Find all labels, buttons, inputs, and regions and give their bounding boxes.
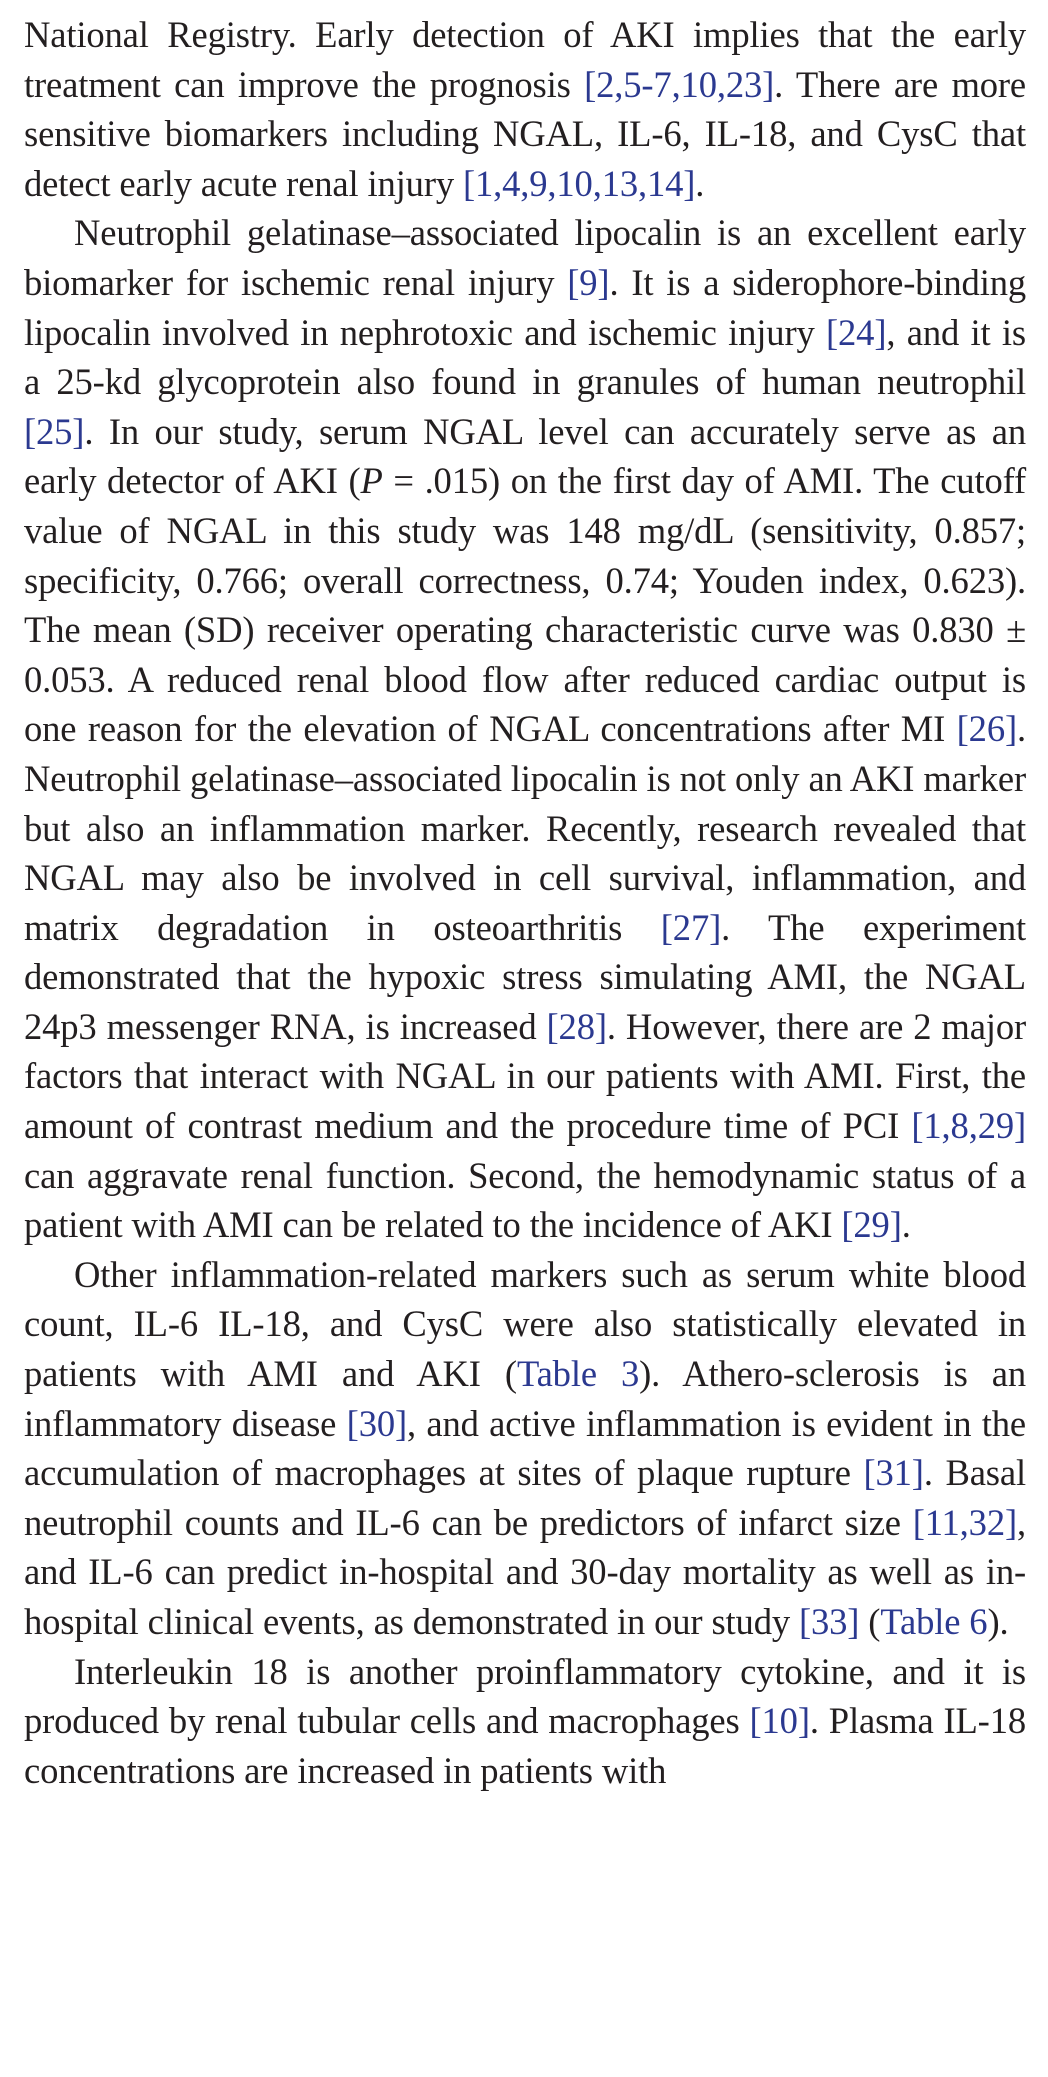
paragraph-text: ). <box>987 1601 1009 1642</box>
paragraph-text: , and IL-6 can predict in-hospital and 3… <box>24 1501 1026 1642</box>
table-reference-link[interactable]: Table 6 <box>880 1601 988 1642</box>
paragraph-text: . Plasma IL-18 concentrations are increa… <box>24 1700 1026 1791</box>
paragraph-text: = .015) on the first day of AMI. The cut… <box>24 460 1026 750</box>
paragraph-text: ( <box>859 1601 881 1642</box>
paragraph-text: , and it is a 25-kd glycoprotein also fo… <box>24 311 1026 403</box>
paragraph: Other inflammation-related markers such … <box>24 1250 1026 1647</box>
citation-link[interactable]: [31] <box>863 1452 924 1494</box>
paragraph-text: . The experiment demonstrated that the h… <box>24 906 1026 1047</box>
paragraph: Neutrophil gelatinase–associated lipocal… <box>24 208 1026 1249</box>
citation-link[interactable]: [25] <box>24 410 85 452</box>
italic-symbol: P <box>360 460 383 502</box>
citation-link[interactable]: [9] <box>567 261 610 303</box>
paragraph-text: . There are more sensitive biomarkers in… <box>24 63 1026 204</box>
citation-link[interactable]: [26] <box>956 708 1017 750</box>
citation-link[interactable]: [1,8,29] <box>911 1105 1026 1147</box>
citation-link[interactable]: [33] <box>798 1601 860 1642</box>
paragraph: National Registry. Early detection of AK… <box>24 10 1026 208</box>
paragraph: Interleukin 18 is another proinflammator… <box>24 1647 1026 1796</box>
paragraph-text: . <box>901 1204 911 1246</box>
paragraph-text: Neutrophil gelatinase–associated lipocal… <box>24 212 1026 303</box>
citation-link[interactable]: [2,5-7,10,23] <box>584 63 775 105</box>
citation-link[interactable]: [24] <box>826 311 887 353</box>
citation-link[interactable]: [29] <box>841 1204 902 1246</box>
paragraph-text: can aggravate renal function. Second, th… <box>24 1154 1026 1246</box>
citation-link[interactable]: [10] <box>749 1700 810 1742</box>
citation-link[interactable]: [28] <box>546 1005 607 1047</box>
citation-link[interactable]: [1,4,9,10,13,14] <box>462 162 696 204</box>
paragraph-text: . <box>695 162 705 204</box>
paragraph-text: . It is a siderophore-binding lipocalin … <box>24 261 1026 353</box>
paragraph-text: . However, there are 2 major factors tha… <box>24 1005 1026 1147</box>
paragraph-text: Other inflammation-related markers such … <box>24 1253 1026 1395</box>
paragraph-text: ). Athero-sclerosis is an inflammatory d… <box>24 1353 1026 1444</box>
paragraph-text: . Neutrophil gelatinase–associated lipoc… <box>24 708 1026 948</box>
paragraph-text: National Registry. Early detection of AK… <box>24 14 1026 105</box>
citation-link[interactable]: [11,32] <box>912 1501 1017 1543</box>
table-reference-link[interactable]: Table 3 <box>516 1353 640 1395</box>
paragraph-text: . Basal neutrophil counts and IL-6 can b… <box>24 1452 1026 1543</box>
citation-link[interactable]: [27] <box>660 906 722 948</box>
paragraph-text: . In our study, serum NGAL level can acc… <box>24 410 1026 502</box>
article-body: National Registry. Early detection of AK… <box>24 10 1026 1795</box>
paragraph-text: , and active inflammation is evident in … <box>24 1402 1026 1494</box>
paragraph-text: Interleukin 18 is another proinflammator… <box>24 1650 1026 1742</box>
citation-link[interactable]: [30] <box>346 1402 408 1444</box>
